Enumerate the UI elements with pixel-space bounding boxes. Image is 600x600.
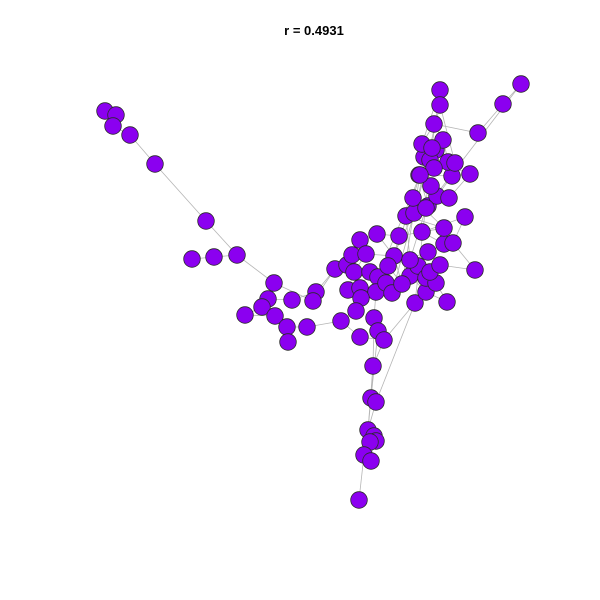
graph-edge: [154, 163, 207, 222]
graph-node: [265, 274, 283, 292]
graph-node: [146, 155, 164, 173]
graph-node: [440, 189, 458, 207]
graph-node: [368, 225, 386, 243]
graph-node: [456, 208, 474, 226]
graph-node: [364, 357, 382, 375]
graph-node: [431, 256, 449, 274]
graph-node: [304, 292, 322, 310]
node-layer: [96, 75, 530, 509]
graph-node: [422, 177, 440, 195]
graph-node: [425, 115, 443, 133]
graph-node: [236, 306, 254, 324]
graph-node: [347, 302, 365, 320]
graph-node: [283, 291, 301, 309]
graph-node: [431, 81, 449, 99]
graph-node: [401, 251, 419, 269]
graph-node: [183, 250, 201, 268]
graph-node: [419, 243, 437, 261]
graph-node: [362, 452, 380, 470]
graph-node: [406, 294, 424, 312]
graph-node: [350, 491, 368, 509]
graph-node: [461, 165, 479, 183]
graph-node: [332, 312, 350, 330]
graph-node: [279, 333, 297, 351]
graph-node: [444, 234, 462, 252]
graph-node: [431, 96, 449, 114]
graph-node: [423, 139, 441, 157]
graph-node: [205, 248, 223, 266]
graph-node: [379, 257, 397, 275]
graph-node: [278, 318, 296, 336]
graph-node: [417, 199, 435, 217]
graph-node: [393, 275, 411, 293]
graph-node: [390, 227, 408, 245]
graph-node: [375, 331, 393, 349]
graph-node: [512, 75, 530, 93]
plot-title: r = 0.4931: [284, 23, 344, 38]
graph-node: [345, 263, 363, 281]
graph-node: [351, 328, 369, 346]
graph-node: [425, 159, 443, 177]
graph-node: [438, 293, 456, 311]
graph-node: [266, 307, 284, 325]
graph-node: [104, 117, 122, 135]
graph-node: [197, 212, 215, 230]
graph-node: [413, 223, 431, 241]
graph-node: [446, 154, 464, 172]
graph-node: [357, 245, 375, 263]
graph-node: [435, 219, 453, 237]
graph-node: [121, 126, 139, 144]
graph-node: [469, 124, 487, 142]
graph-node: [466, 261, 484, 279]
graph-node: [411, 166, 429, 184]
graph-node: [298, 318, 316, 336]
graph-node: [367, 393, 385, 411]
graph-node: [404, 189, 422, 207]
graph-node: [228, 246, 246, 264]
graph-node: [494, 95, 512, 113]
graph-node: [253, 298, 271, 316]
graph-edge: [375, 302, 416, 403]
